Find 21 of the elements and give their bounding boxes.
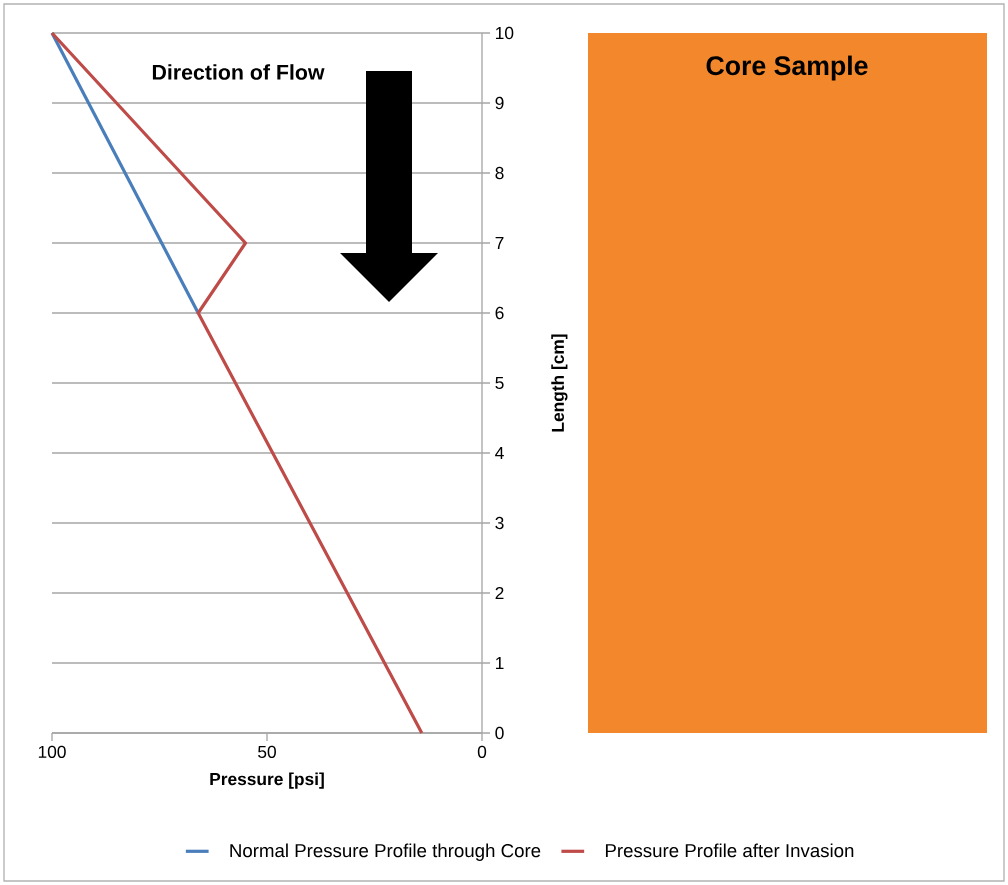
line-series: [50, 31, 424, 735]
y-tick-label: 3: [495, 516, 504, 530]
text: Core Sample: [706, 55, 868, 81]
y-tick-label: 5: [495, 376, 504, 390]
y-tick-label: 2: [495, 586, 504, 600]
x-tick-label: 50: [258, 745, 276, 758]
x-tick-label: 0: [477, 745, 487, 758]
legend-label: Normal Pressure Profile through Core: [230, 843, 541, 861]
y-tick-label: 0: [495, 726, 504, 740]
y-tick-label: 4: [495, 447, 504, 459]
y-tick-label: 7: [495, 237, 504, 249]
y-tick-label: 8: [495, 166, 504, 180]
x-axis-title: Pressure [psi]: [210, 772, 324, 789]
legend-label: Pressure Profile after Invasion: [605, 843, 854, 858]
y-tick-label: 6: [495, 306, 504, 320]
y-tick-label: 9: [495, 96, 504, 110]
annotation: Direction of Flow: [152, 64, 325, 80]
y-axis-title: Length [cm]: [551, 334, 568, 432]
y-tick-label: 1: [496, 657, 504, 669]
y-tick-label: 10: [496, 26, 514, 40]
x-tick-label: 100: [38, 745, 66, 758]
